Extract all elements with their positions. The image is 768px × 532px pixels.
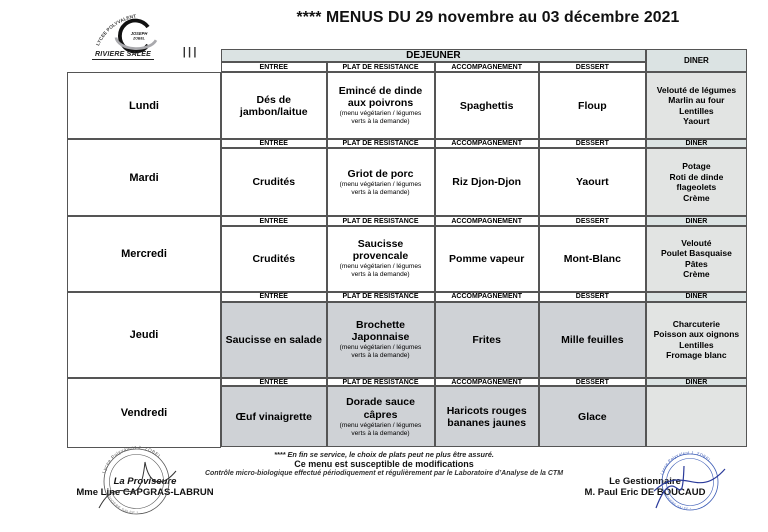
svg-text:Lycee Polyvalent J. ZOBEL: Lycee Polyvalent J. ZOBEL <box>659 450 713 475</box>
svg-text:JOSEPH: JOSEPH <box>131 31 149 36</box>
svg-text:Lycee Polyvalent J. ZOBEL: Lycee Polyvalent J. ZOBEL <box>101 445 162 474</box>
svg-text:LYCEE POLYVALENT: LYCEE POLYVALENT <box>95 14 136 47</box>
svg-text:ZOBEL: ZOBEL <box>132 36 145 40</box>
